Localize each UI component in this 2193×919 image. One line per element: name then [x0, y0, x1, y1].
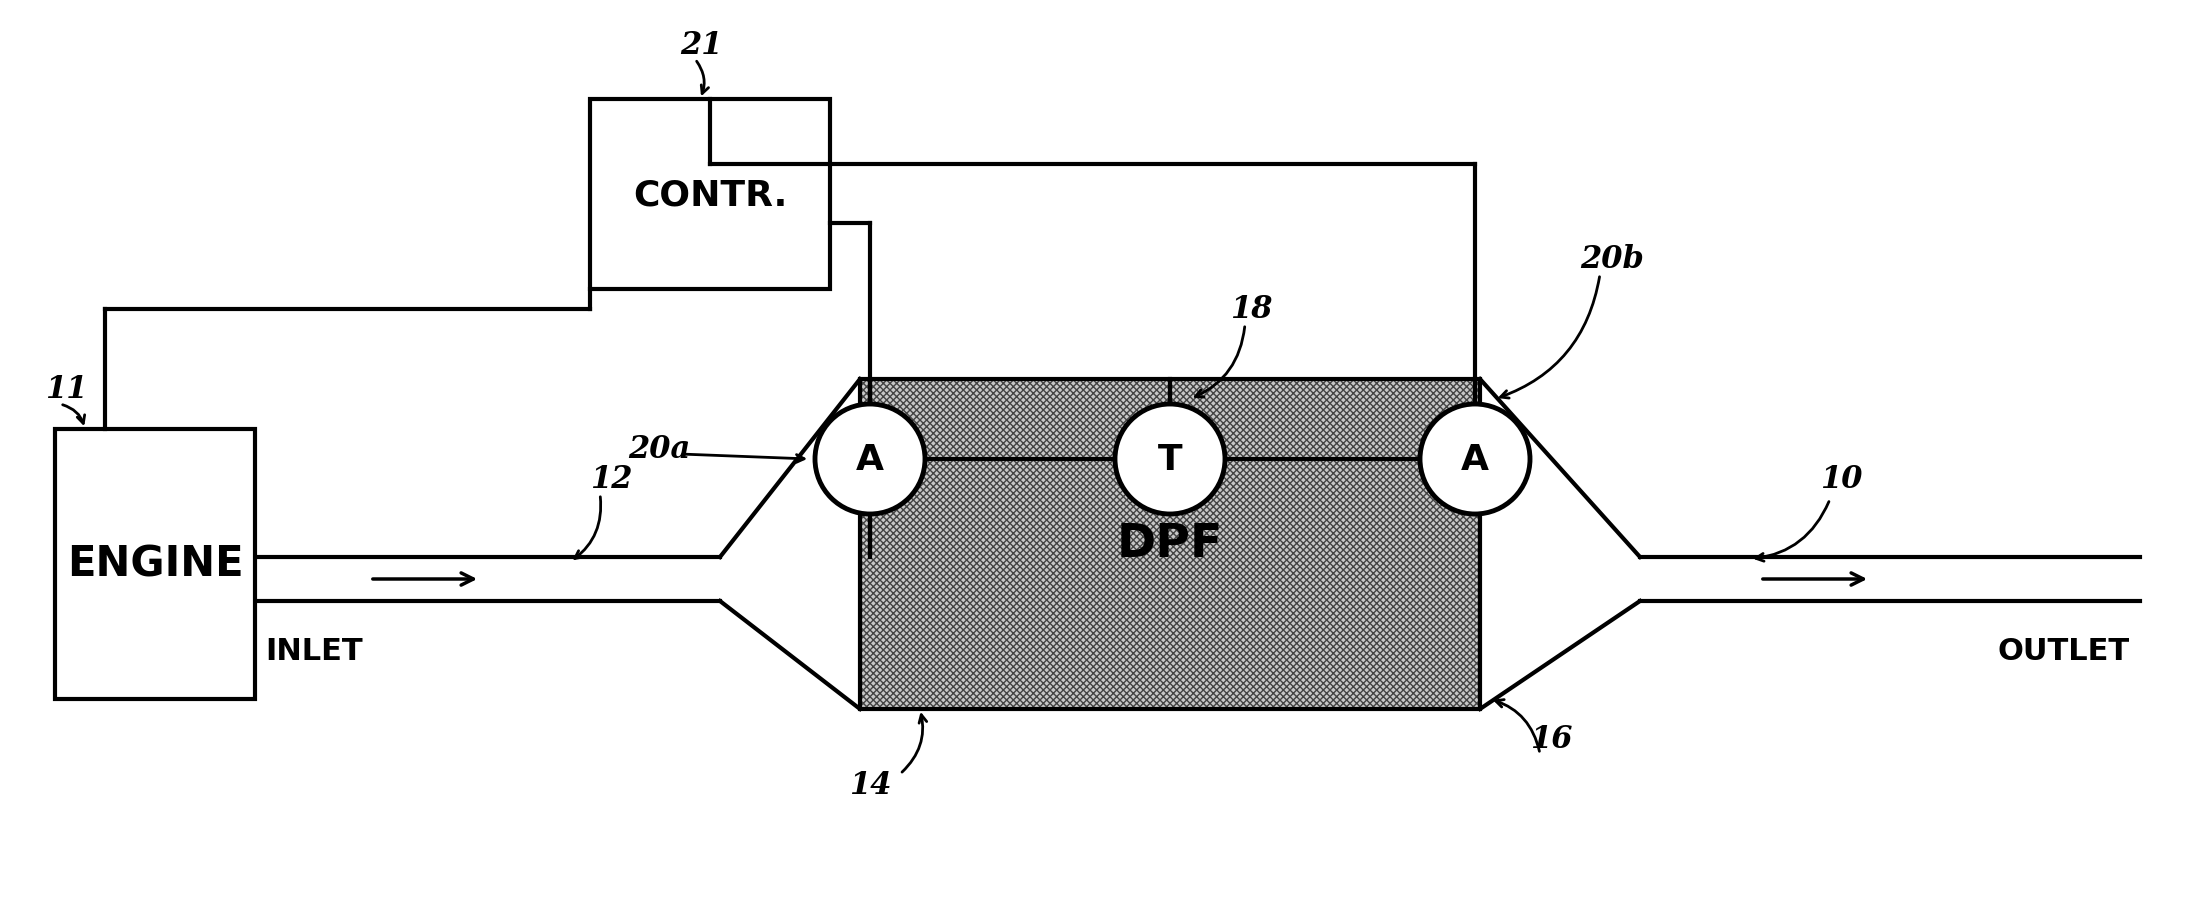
Text: A: A	[855, 443, 884, 476]
Text: 21: 21	[680, 29, 721, 61]
Circle shape	[1114, 404, 1226, 515]
Text: DPF: DPF	[1116, 522, 1224, 567]
Bar	[55, 429, 254, 699]
Text: 12: 12	[590, 464, 632, 495]
Text: 18: 18	[1230, 294, 1272, 325]
Circle shape	[1421, 404, 1531, 515]
Text: 20b: 20b	[1579, 244, 1645, 275]
Text: 14: 14	[849, 769, 890, 800]
Text: A: A	[1461, 443, 1489, 476]
Circle shape	[816, 404, 925, 515]
Text: CONTR.: CONTR.	[634, 177, 787, 211]
Text: INLET: INLET	[265, 636, 362, 665]
Text: ENGINE: ENGINE	[66, 543, 243, 585]
Text: OUTLET: OUTLET	[1998, 636, 2129, 665]
Text: 20a: 20a	[627, 434, 691, 465]
Bar	[590, 100, 829, 289]
Text: 16: 16	[1531, 724, 1572, 754]
Bar	[860, 380, 1480, 709]
Bar	[860, 380, 1480, 709]
Text: 11: 11	[46, 374, 88, 405]
Text: T: T	[1158, 443, 1182, 476]
Text: 10: 10	[1820, 464, 1862, 495]
